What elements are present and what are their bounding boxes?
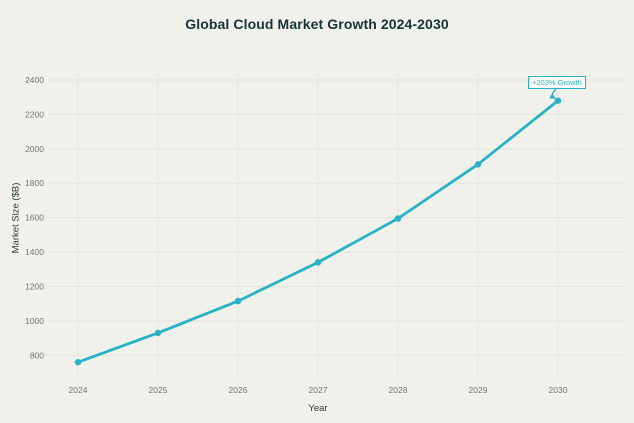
svg-text:2026: 2026 bbox=[229, 385, 248, 395]
svg-text:800: 800 bbox=[30, 350, 44, 360]
annotation-arrow bbox=[549, 88, 557, 99]
svg-text:1000: 1000 bbox=[25, 316, 44, 326]
svg-text:1600: 1600 bbox=[25, 213, 44, 223]
svg-text:2030: 2030 bbox=[549, 385, 568, 395]
chart-title: Global Cloud Market Growth 2024-2030 bbox=[185, 16, 449, 32]
data-series-line bbox=[74, 97, 562, 366]
svg-text:2200: 2200 bbox=[25, 109, 44, 119]
x-axis-label: Year bbox=[308, 403, 328, 414]
svg-text:2029: 2029 bbox=[469, 385, 488, 395]
svg-text:1800: 1800 bbox=[25, 178, 44, 188]
svg-text:2000: 2000 bbox=[25, 144, 44, 154]
svg-text:2400: 2400 bbox=[25, 75, 44, 85]
svg-text:1400: 1400 bbox=[25, 247, 44, 257]
svg-text:1200: 1200 bbox=[25, 281, 44, 291]
growth-annotation-box: +203% Growth bbox=[528, 76, 586, 89]
svg-text:2028: 2028 bbox=[389, 385, 408, 395]
svg-text:2025: 2025 bbox=[149, 385, 168, 395]
gridlines bbox=[48, 74, 624, 376]
svg-text:2027: 2027 bbox=[309, 385, 328, 395]
axis-tick-labels: 800 1000 1200 1400 1600 1800 2000 2200 2400 2024 2… bbox=[25, 75, 568, 395]
svg-text:2024: 2024 bbox=[69, 385, 88, 395]
